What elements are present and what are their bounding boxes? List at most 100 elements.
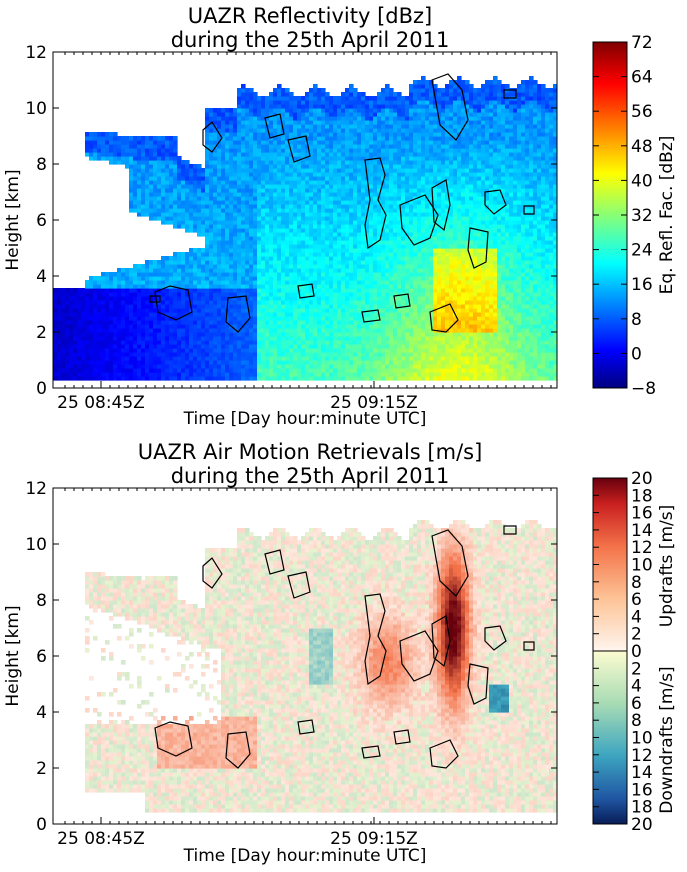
heatmap-cell [169,372,174,377]
heatmap-cell [153,328,158,333]
heatmap-cell [117,324,122,329]
heatmap-cell [273,184,278,189]
heatmap-cell [313,376,318,381]
heatmap-cell [129,288,134,293]
heatmap-cell [149,288,154,293]
heatmap-cell [181,280,186,285]
heatmap-cell [149,340,154,345]
heatmap-cell [153,352,158,357]
heatmap-cell [89,156,94,161]
heatmap-cell [109,156,114,161]
heatmap-cell [357,124,362,129]
heatmap-cell [225,160,230,165]
heatmap-cell [209,276,214,281]
heatmap-cell [181,164,186,169]
heatmap-cell [381,348,386,353]
heatmap-cell [385,136,390,141]
heatmap-cell [361,276,366,281]
heatmap-cell [253,248,258,253]
heatmap-cell [173,372,178,377]
heatmap-cell [169,364,174,369]
heatmap-cell [321,296,326,301]
heatmap-cell [237,308,242,313]
heatmap-cell [137,336,142,341]
heatmap-cell [197,360,202,365]
heatmap-cell [253,232,258,237]
heatmap-cell [93,140,98,145]
heatmap-cell [253,264,258,269]
heatmap-cell [381,340,386,345]
heatmap-cell [313,272,318,277]
heatmap-cell [389,360,394,365]
heatmap-cell [61,300,66,305]
heatmap-cell [145,308,150,313]
heatmap-cell [205,120,210,125]
heatmap-cell [345,128,350,133]
heatmap-cell [297,268,302,273]
heatmap-cell [117,292,122,297]
heatmap-cell [113,324,118,329]
heatmap-cell [217,148,222,153]
heatmap-cell [129,300,134,305]
heatmap-cell [265,172,270,177]
heatmap-cell [309,264,314,269]
heatmap-cell [221,132,226,137]
heatmap-cell [173,340,178,345]
heatmap-cell [201,364,206,369]
heatmap-cell [185,320,190,325]
heatmap-cell [341,352,346,357]
heatmap-cell [305,168,310,173]
heatmap-cell [189,288,194,293]
heatmap-cell [325,272,330,277]
heatmap-cell [361,340,366,345]
heatmap-cell [273,88,278,93]
heatmap-cell [205,352,210,357]
heatmap-cell [389,268,394,273]
heatmap-cell [261,140,266,145]
heatmap-cell [233,132,238,137]
heatmap-cell [193,332,198,337]
heatmap-cell [313,100,318,105]
heatmap-cell [169,340,174,345]
heatmap-cell [273,304,278,309]
heatmap-cell [353,312,358,317]
heatmap-cell [257,124,262,129]
heatmap-cell [321,140,326,145]
heatmap-cell [365,308,370,313]
heatmap-cell [337,304,342,309]
heatmap-cell [357,92,362,97]
heatmap-cell [277,212,282,217]
heatmap-cell [157,372,162,377]
heatmap-cell [53,308,58,313]
heatmap-cell [317,332,322,337]
heatmap-cell [129,268,134,273]
heatmap-cell [385,188,390,193]
heatmap-cell [397,304,402,309]
heatmap-cell [261,288,266,293]
heatmap-cell [321,220,326,225]
heatmap-cell [281,152,286,157]
heatmap-cell [221,204,226,209]
heatmap-cell [193,252,198,257]
heatmap-cell [381,312,386,317]
heatmap-cell [369,336,374,341]
heatmap-cell [361,372,366,377]
heatmap-cell [209,348,214,353]
heatmap-cell [257,236,262,241]
heatmap-cell [69,372,74,377]
heatmap-cell [133,280,138,285]
heatmap-cell [309,192,314,197]
heatmap-cell [157,152,162,157]
heatmap-cell [249,104,254,109]
heatmap-cell [385,84,390,89]
heatmap-cell [209,176,214,181]
heatmap-cell [329,120,334,125]
heatmap-cell [137,372,142,377]
heatmap-cell [389,100,394,105]
heatmap-cell [373,176,378,181]
heatmap-cell [241,156,246,161]
heatmap-cell [309,180,314,185]
heatmap-cell [369,372,374,377]
heatmap-cell [225,244,230,249]
heatmap-cell [297,324,302,329]
